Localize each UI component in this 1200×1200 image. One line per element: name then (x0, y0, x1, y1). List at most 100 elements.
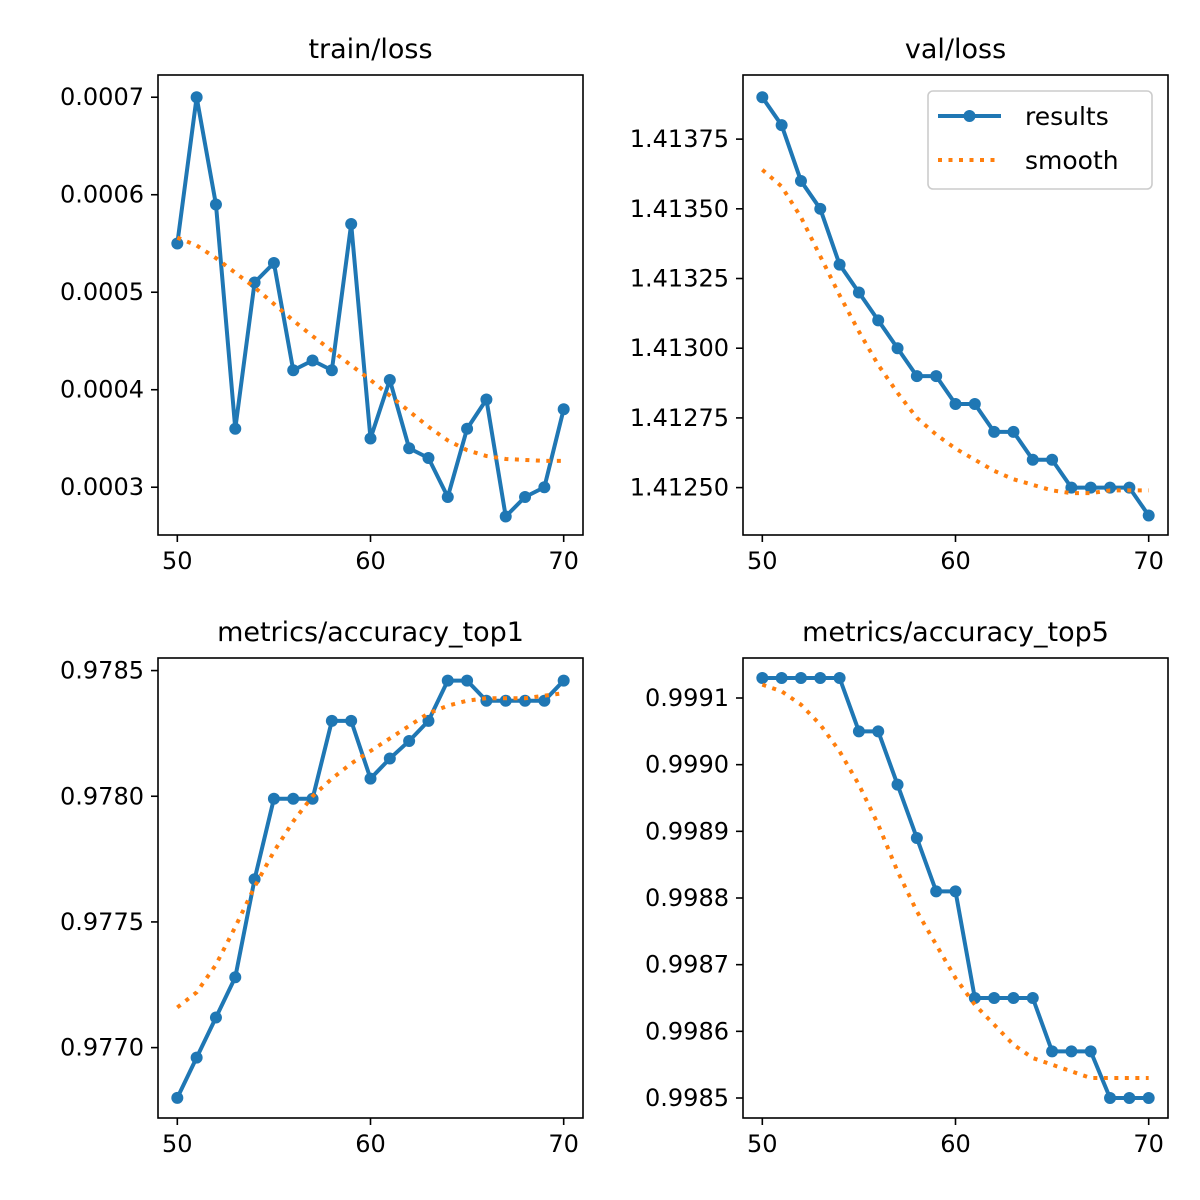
series-results-point (480, 694, 493, 707)
series-results-point (1123, 481, 1136, 494)
series-results-point (557, 674, 570, 687)
series-results-point (794, 672, 807, 684)
series-results-point (988, 425, 1001, 438)
series-results-point (499, 694, 512, 707)
series-results-point (383, 373, 396, 386)
series-results-point (988, 992, 1001, 1004)
series-results-point (1142, 509, 1155, 522)
series-results-point (1104, 1092, 1117, 1104)
y-tick-label: 0.9780 (60, 782, 144, 810)
series-results-point (1123, 1092, 1136, 1104)
x-tick-label: 50 (162, 1130, 193, 1158)
series-results-point (1084, 1045, 1097, 1058)
axes-frame (157, 74, 584, 536)
y-tick-label: 0.9770 (60, 1034, 144, 1062)
series-results-point (852, 725, 865, 738)
series-results-point (910, 832, 923, 844)
series-results-point (814, 672, 827, 684)
series-results-point (461, 422, 474, 435)
axes-frame (742, 74, 1169, 536)
series-results-point (209, 198, 222, 211)
series-results-point (949, 885, 962, 898)
series-results-point (190, 91, 203, 104)
series-results-point (872, 314, 885, 327)
y-tick-label: 0.9785 (60, 657, 144, 685)
series-results-point (1142, 1092, 1155, 1104)
series-results-point (1026, 992, 1039, 1004)
x-tick-label: 60 (940, 547, 971, 575)
y-tick-label: 1.41350 (630, 195, 729, 223)
series-results-point (519, 694, 532, 707)
series-results-point (814, 202, 827, 215)
chart-title: val/loss (905, 34, 1006, 65)
series-results-point (422, 451, 435, 464)
y-tick-label: 0.0005 (60, 278, 144, 306)
series-smooth-line (761, 682, 1149, 1080)
y-tick-label: 1.41250 (630, 474, 729, 502)
x-tick-label: 50 (747, 1130, 778, 1158)
x-tick-label: 70 (548, 1130, 579, 1158)
series-results-point (1007, 425, 1020, 438)
series-results-point (267, 792, 280, 805)
series-results-point (775, 672, 788, 684)
y-tick-label: 0.0006 (60, 181, 144, 209)
legend-smooth-label: smooth (1025, 146, 1119, 175)
series-results-point (538, 481, 551, 494)
y-tick-label: 1.41325 (630, 265, 729, 293)
axes-frame (742, 657, 1169, 1119)
y-tick-label: 1.41275 (630, 404, 729, 432)
x-tick-label: 70 (548, 547, 579, 575)
series-results-point (229, 422, 242, 435)
series-results-point (306, 354, 319, 367)
series-results-point (930, 370, 943, 383)
series-results-point (209, 1011, 222, 1024)
series-results-point (538, 694, 551, 707)
x-tick-label: 60 (355, 1130, 386, 1158)
series-results-point (1065, 481, 1078, 494)
x-tick-label: 50 (162, 547, 193, 575)
series-results-point (1046, 453, 1059, 466)
legend-results-label: results (1025, 102, 1109, 131)
chart-panel-1: train/loss 50 60 70 0.0003 0.0004 0.0005 0.0006… (60, 34, 584, 575)
series-results-point (325, 364, 338, 377)
series-results-point (968, 397, 981, 410)
series-results-point (190, 1051, 203, 1064)
y-tick-label: 0.9986 (645, 1017, 729, 1045)
series-results-point (325, 714, 338, 727)
series-results-point (383, 752, 396, 765)
series-results-point (287, 364, 300, 377)
chart-panel-4: metrics/accuracy_top5 50 60 70 0.9985 0.9986 0… (645, 617, 1169, 1158)
legend-results-marker (963, 110, 976, 122)
series-results-point (345, 714, 358, 727)
x-tick-label: 60 (940, 1130, 971, 1158)
y-tick-label: 0.0004 (60, 376, 144, 404)
y-tick-label: 0.9988 (645, 884, 729, 912)
series-results-point (171, 1091, 184, 1104)
y-tick-label: 0.9987 (645, 951, 729, 979)
series-results-point (557, 403, 570, 416)
series-results-point (248, 276, 261, 289)
x-tick-label: 70 (1133, 547, 1164, 575)
y-tick-label: 0.9775 (60, 908, 144, 936)
series-results-point (229, 971, 242, 984)
series-results-point (1084, 481, 1097, 494)
series-results-point (403, 442, 416, 455)
series-results-point (756, 672, 769, 684)
chart-title: train/loss (308, 34, 432, 65)
series-results-point (519, 490, 532, 503)
series-results-point (267, 256, 280, 269)
series-results-point (1007, 992, 1020, 1004)
series-results-point (833, 672, 846, 684)
chart-title: metrics/accuracy_top5 (802, 617, 1109, 648)
series-results-point (756, 91, 769, 104)
series-results-point (910, 370, 923, 383)
series-results-point (422, 714, 435, 727)
series-results-point (441, 490, 454, 503)
y-tick-label: 1.41375 (630, 125, 729, 153)
series-results-point (441, 674, 454, 687)
x-tick-label: 60 (355, 547, 386, 575)
y-tick-label: 0.0007 (60, 83, 144, 111)
series-results-point (852, 286, 865, 299)
y-tick-label: 0.9990 (645, 751, 729, 779)
